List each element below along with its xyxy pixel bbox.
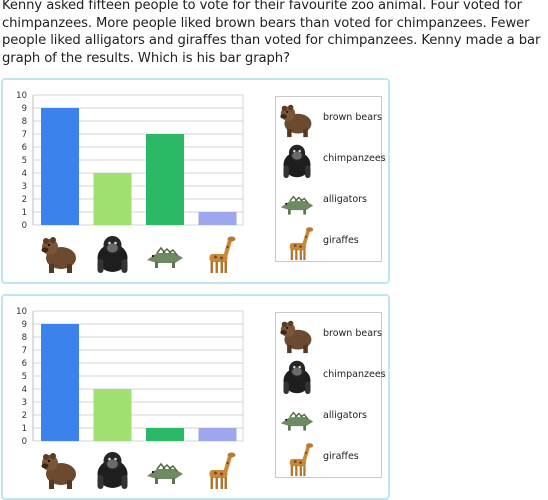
legend-item: giraffes [277,438,381,479]
bar-chimpanzees [93,389,132,441]
legend-label: chimpanzees [323,153,386,164]
legend-label: brown bears [323,112,382,123]
giraffe-icon [209,452,236,489]
alligator-icon [280,411,314,431]
legend-item: brown bears [277,99,382,140]
legend-1: brown bears chimpanzees alligators giraffes [275,96,386,263]
giraffe-icon [289,227,314,261]
alligator-icon [280,195,314,215]
alligator-icon [147,462,183,484]
chimpanzee-icon [283,360,311,395]
y-tick-label: 9 [22,320,27,330]
legend-2: brown bears chimpanzees alligators giraffes [275,312,386,479]
y-tick-label: 5 [22,372,27,382]
alligator-icon [280,411,314,431]
bar-giraffes [198,428,237,441]
bar-chimpanzees [93,173,132,225]
chimpanzee-icon [97,236,128,273]
chimpanzee-icon [283,144,311,179]
bar-giraffes [198,212,237,225]
legend-item: alligators [277,181,381,222]
legend-label: chimpanzees [323,369,386,380]
y-tick-label: 3 [22,398,27,408]
legend-label: alligators [323,194,367,205]
y-tick-label: 2 [22,195,27,205]
legend-item: brown bears [277,315,382,356]
legend-label: giraffes [323,235,359,246]
brown-bear-icon [41,237,76,273]
answer-option-1[interactable]: 0 1 2 3 4 5 6 7 8 9 10 brown bears chimpanzees allig… [1,78,390,284]
bar-brown-bears [41,324,79,441]
legend-item: giraffes [277,222,381,263]
y-tick-label: 1 [22,424,27,434]
y-tick-label: 6 [22,359,27,369]
brown-bear-icon [41,453,76,489]
question-text: Kenny asked fifteen people to vote for t… [2,0,541,66]
y-tick-label: 10 [16,307,27,317]
giraffe-icon [289,443,314,477]
legend-label: alligators [323,410,367,421]
y-tick-label: 10 [16,91,27,101]
alligator-icon [147,246,183,268]
legend-item: chimpanzees [277,356,386,397]
giraffe-icon [289,227,314,261]
legend-label: giraffes [323,451,359,462]
y-tick-label: 1 [22,208,27,218]
legend-item: alligators [277,397,381,438]
y-tick-label: 5 [22,156,27,166]
giraffe-icon [209,236,236,273]
y-tick-label: 0 [22,221,27,231]
y-tick-label: 4 [22,385,27,395]
chimpanzee-icon [283,360,311,395]
bar-chart-1: 0 1 2 3 4 5 6 7 8 9 10 [16,91,244,273]
bar-alligators [146,428,184,441]
brown-bear-icon [280,320,312,354]
y-tick-label: 6 [22,143,27,153]
y-tick-label: 7 [22,346,27,356]
bar-brown-bears [41,108,79,225]
y-tick-label: 2 [22,411,27,421]
y-tick-label: 0 [22,437,27,447]
y-tick-label: 3 [22,182,27,192]
y-tick-label: 7 [22,130,27,140]
y-tick-label: 8 [22,117,27,127]
bar-alligators [146,134,184,225]
answer-option-2[interactable]: 0 1 2 3 4 5 6 7 8 9 10 brown bears chimpanzees allig… [1,294,390,500]
chimpanzee-icon [97,452,128,489]
legend-item: chimpanzees [277,140,386,181]
y-tick-label: 4 [22,169,27,179]
alligator-icon [280,195,314,215]
y-tick-label: 8 [22,333,27,343]
bar-chart-2: 0 1 2 3 4 5 6 7 8 9 10 [16,307,244,489]
brown-bear-icon [280,320,312,354]
legend-label: brown bears [323,328,382,339]
giraffe-icon [289,443,314,477]
chimpanzee-icon [283,144,311,179]
y-tick-label: 9 [22,104,27,114]
brown-bear-icon [280,104,312,138]
brown-bear-icon [280,104,312,138]
